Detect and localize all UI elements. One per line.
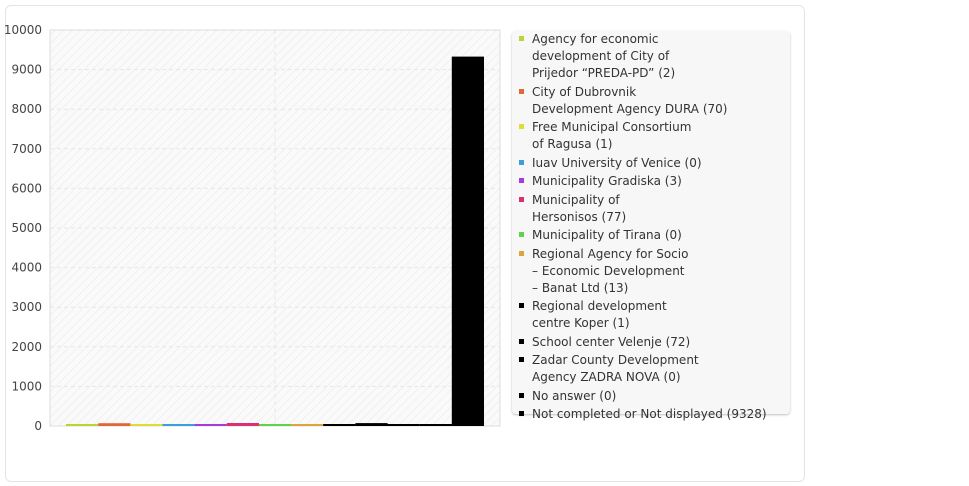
legend-label: Free Municipal Consortium	[532, 120, 692, 134]
grid-lines	[50, 30, 500, 426]
legend: Agency for economic development of City o…	[512, 31, 790, 421]
legend-label: Hersonisos (77)	[532, 209, 627, 224]
legend-item[interactable]: Zadar County Development Agency ZADRA NOV…	[519, 352, 784, 386]
legend-swatch	[519, 303, 524, 308]
legend-label: No answer (0)	[532, 388, 617, 403]
y-tick-label: 0	[34, 419, 42, 433]
y-tick-label: 7000	[11, 142, 42, 156]
bar	[451, 56, 484, 426]
legend-item[interactable]: Iuav University of Venice (0)	[519, 155, 784, 172]
legend-item[interactable]: Municipality of Hersonisos (77)	[519, 192, 784, 226]
bar	[162, 424, 195, 426]
legend-label: – Economic Development	[532, 263, 685, 278]
legend-swatch	[519, 196, 524, 202]
legend-label: Municipality Gradiska (3)	[532, 174, 682, 188]
legend-swatch	[519, 357, 524, 362]
legend-swatch	[519, 178, 524, 183]
y-tick-label: 2000	[11, 340, 42, 354]
y-tick-label: 3000	[11, 300, 42, 314]
bar	[387, 424, 420, 426]
y-tick-label: 9000	[11, 63, 42, 77]
legend-item[interactable]: Regional development centre Koper (1)	[519, 298, 784, 332]
y-tick-label: 1000	[11, 379, 42, 393]
legend-swatch	[519, 338, 524, 344]
legend-swatch	[519, 250, 524, 256]
y-tick-label: 4000	[11, 261, 42, 275]
legend-label: City of Dubrovnik	[532, 84, 637, 99]
legend-label: School center Velenje (72)	[532, 334, 691, 349]
legend-swatch	[519, 392, 524, 398]
legend-label: Development Agency DURA (70)	[532, 101, 728, 116]
legend-swatch	[519, 159, 524, 165]
y-axis-ticks: 0 1000 2000 3000 4000 5000 6000 7000 8000 9000 100…	[4, 23, 42, 433]
legend-swatch	[519, 124, 524, 129]
legend-item[interactable]: School center Velenje (72)	[519, 334, 784, 351]
bar	[258, 424, 292, 426]
legend-item[interactable]: Regional Agency for Socio – Economic Deve…	[519, 246, 784, 297]
legend-label: Municipality of Tirana (0)	[532, 228, 682, 242]
legend-item[interactable]: Municipality of Tirana (0)	[519, 227, 784, 244]
legend-swatch	[519, 88, 524, 94]
legend-swatch	[519, 36, 524, 41]
bar	[98, 423, 131, 426]
legend-item[interactable]: Not completed or Not displayed (9328)	[519, 406, 784, 423]
legend-label: Zadar County Development	[532, 353, 699, 367]
legend-label: of Ragusa (1)	[532, 137, 613, 151]
bar	[130, 424, 163, 426]
legend-label: Agency ZADRA NOVA (0)	[532, 370, 681, 384]
legend-item[interactable]: Agency for economic development of City o…	[519, 31, 784, 82]
legend-swatch	[519, 232, 524, 237]
bars	[66, 56, 484, 426]
legend-label: Regional development	[532, 299, 667, 313]
legend-label: centre Koper (1)	[532, 316, 630, 330]
y-tick-label: 6000	[11, 181, 42, 195]
legend-item[interactable]: Municipality Gradiska (3)	[519, 173, 784, 190]
legend-label: Prijedor “PREDA-PD” (2)	[532, 66, 676, 80]
legend-item[interactable]: Free Municipal Consortium of Ragusa (1)	[519, 119, 784, 153]
legend-label: Municipality of	[532, 192, 620, 207]
legend-label: development of City of	[532, 49, 670, 63]
bar	[291, 424, 324, 426]
legend-label: Agency for economic	[532, 32, 659, 46]
bar	[66, 424, 99, 426]
legend-label: Not completed or Not displayed (9328)	[532, 407, 767, 421]
bar	[355, 423, 388, 426]
y-tick-label: 10000	[4, 23, 42, 37]
legend-item[interactable]: City of Dubrovnik Development Agency DURA…	[519, 84, 784, 118]
bar	[323, 424, 356, 426]
y-tick-label: 8000	[11, 102, 42, 116]
legend-label: Regional Agency for Socio	[532, 246, 689, 261]
y-tick-label: 5000	[11, 221, 42, 235]
bar	[419, 424, 452, 426]
legend-label: Iuav University of Venice (0)	[532, 155, 702, 170]
legend-swatch	[519, 411, 524, 416]
bar	[226, 423, 259, 426]
legend-item[interactable]: No answer (0)	[519, 388, 784, 405]
bar	[194, 424, 227, 426]
legend-label: – Banat Ltd (13)	[532, 280, 629, 295]
